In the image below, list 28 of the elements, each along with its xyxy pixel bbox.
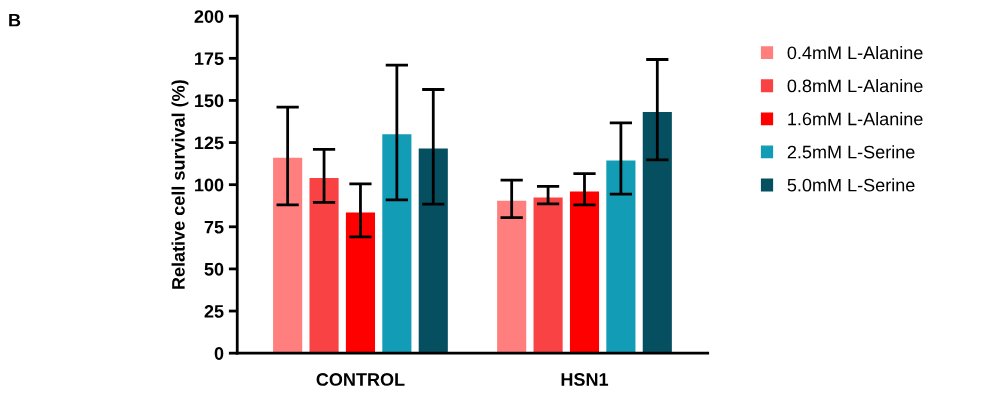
- bar: [382, 134, 412, 354]
- legend-label: 2.5mM L-Serine: [787, 145, 915, 159]
- bar: [497, 200, 527, 354]
- y-axis-title: Relative cell survival (%): [171, 80, 189, 289]
- legend-label: 0.8mM L-Alanine: [787, 79, 923, 93]
- bar: [345, 212, 376, 354]
- x-tick-label: HSN1: [561, 373, 609, 386]
- y-tick-label: 50: [204, 262, 224, 276]
- legend-label: 5.0mM L-Serine: [787, 178, 915, 192]
- bar: [642, 111, 672, 354]
- bar: [533, 197, 563, 354]
- bar: [273, 157, 303, 354]
- y-tick-label: 175: [195, 52, 224, 66]
- y-tick-label: 200: [194, 10, 224, 23]
- bar: [309, 177, 339, 354]
- legend-label: 1.6mM L-Alanine: [788, 112, 923, 126]
- bar: [606, 160, 636, 354]
- y-tick-label: 0: [214, 347, 224, 360]
- y-tick-label: 75: [204, 220, 224, 234]
- y-tick-label: 100: [195, 178, 224, 192]
- text: B: [9, 13, 21, 27]
- y-tick-label: 125: [195, 136, 224, 150]
- bar: [569, 191, 600, 354]
- x-tick-label: CONTROL: [316, 373, 405, 386]
- y-tick-label: 25: [204, 304, 224, 318]
- legend-label: 0.4mM L-Alanine: [787, 45, 923, 60]
- y-tick-label: 150: [195, 94, 224, 108]
- bar: [418, 148, 448, 354]
